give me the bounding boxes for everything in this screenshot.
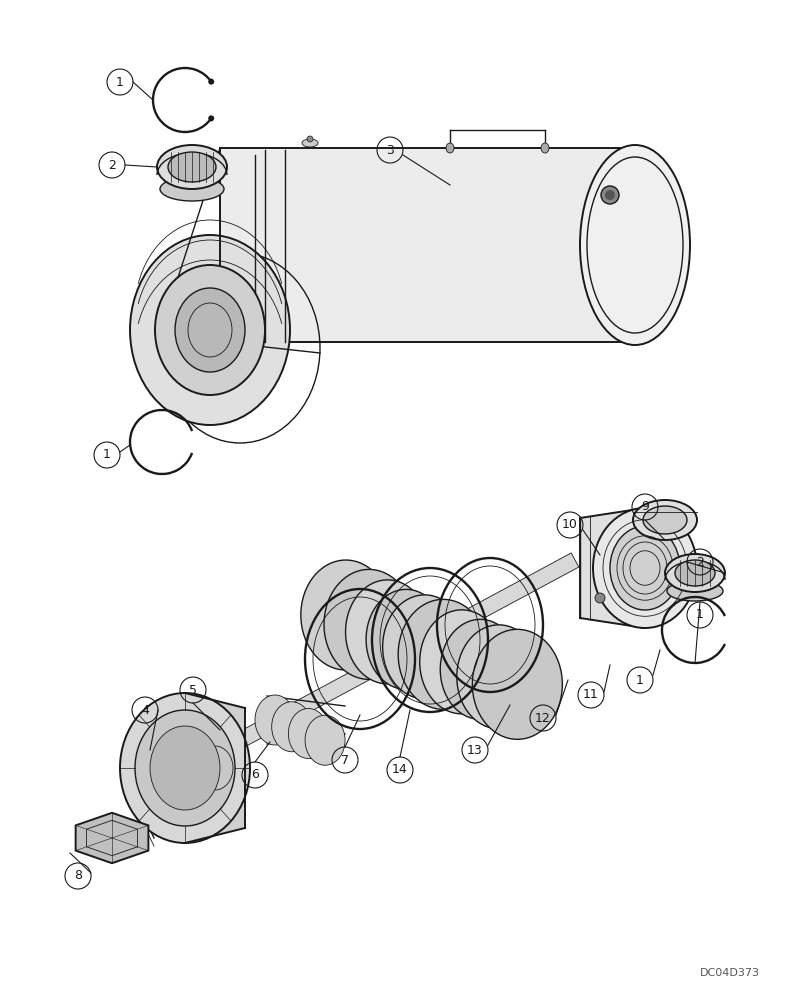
Polygon shape — [579, 508, 644, 628]
Text: 3: 3 — [385, 144, 393, 157]
Ellipse shape — [609, 526, 679, 610]
Ellipse shape — [130, 235, 290, 425]
Ellipse shape — [155, 265, 264, 395]
Text: 1: 1 — [116, 76, 124, 89]
Ellipse shape — [397, 599, 487, 709]
Polygon shape — [181, 553, 578, 777]
Ellipse shape — [160, 177, 224, 201]
Text: 9: 9 — [640, 500, 648, 514]
Ellipse shape — [440, 619, 520, 719]
Ellipse shape — [150, 726, 220, 810]
Circle shape — [208, 79, 214, 85]
Polygon shape — [75, 813, 148, 863]
Polygon shape — [185, 693, 245, 843]
Ellipse shape — [272, 702, 311, 752]
Circle shape — [594, 593, 604, 603]
Ellipse shape — [419, 610, 503, 714]
Ellipse shape — [382, 595, 466, 699]
Ellipse shape — [664, 554, 724, 592]
Ellipse shape — [120, 693, 250, 843]
Ellipse shape — [457, 625, 540, 729]
Ellipse shape — [157, 145, 227, 189]
Circle shape — [208, 115, 214, 121]
Ellipse shape — [345, 580, 429, 684]
Text: DC04D373: DC04D373 — [699, 968, 759, 978]
Ellipse shape — [666, 581, 722, 601]
Ellipse shape — [255, 695, 294, 745]
Polygon shape — [220, 148, 634, 342]
Circle shape — [307, 136, 312, 142]
Text: 4: 4 — [141, 704, 148, 716]
Ellipse shape — [579, 145, 689, 345]
Ellipse shape — [135, 710, 234, 826]
Text: 1: 1 — [635, 674, 643, 686]
Ellipse shape — [288, 708, 328, 758]
Text: 11: 11 — [582, 688, 599, 702]
Circle shape — [600, 186, 618, 204]
Text: 10: 10 — [561, 518, 577, 532]
Text: 5: 5 — [189, 684, 197, 696]
Ellipse shape — [445, 143, 453, 153]
Ellipse shape — [540, 143, 548, 153]
Ellipse shape — [324, 569, 414, 679]
Ellipse shape — [642, 506, 686, 534]
Ellipse shape — [633, 500, 696, 540]
Ellipse shape — [472, 629, 562, 739]
Text: 7: 7 — [341, 754, 349, 766]
Text: 2: 2 — [108, 159, 116, 172]
Text: 8: 8 — [74, 869, 82, 882]
Circle shape — [604, 190, 614, 200]
Text: 2: 2 — [695, 556, 703, 568]
Text: 12: 12 — [534, 712, 550, 724]
Ellipse shape — [674, 560, 714, 586]
Ellipse shape — [175, 288, 245, 372]
Ellipse shape — [366, 589, 445, 689]
Text: 6: 6 — [251, 768, 259, 781]
Ellipse shape — [592, 508, 696, 628]
Ellipse shape — [305, 715, 345, 765]
Text: 1: 1 — [695, 608, 703, 621]
Text: 1: 1 — [103, 448, 111, 462]
Ellipse shape — [168, 152, 216, 182]
Text: 14: 14 — [392, 763, 407, 776]
Ellipse shape — [302, 139, 318, 147]
Text: 13: 13 — [466, 744, 483, 756]
Ellipse shape — [300, 560, 390, 670]
